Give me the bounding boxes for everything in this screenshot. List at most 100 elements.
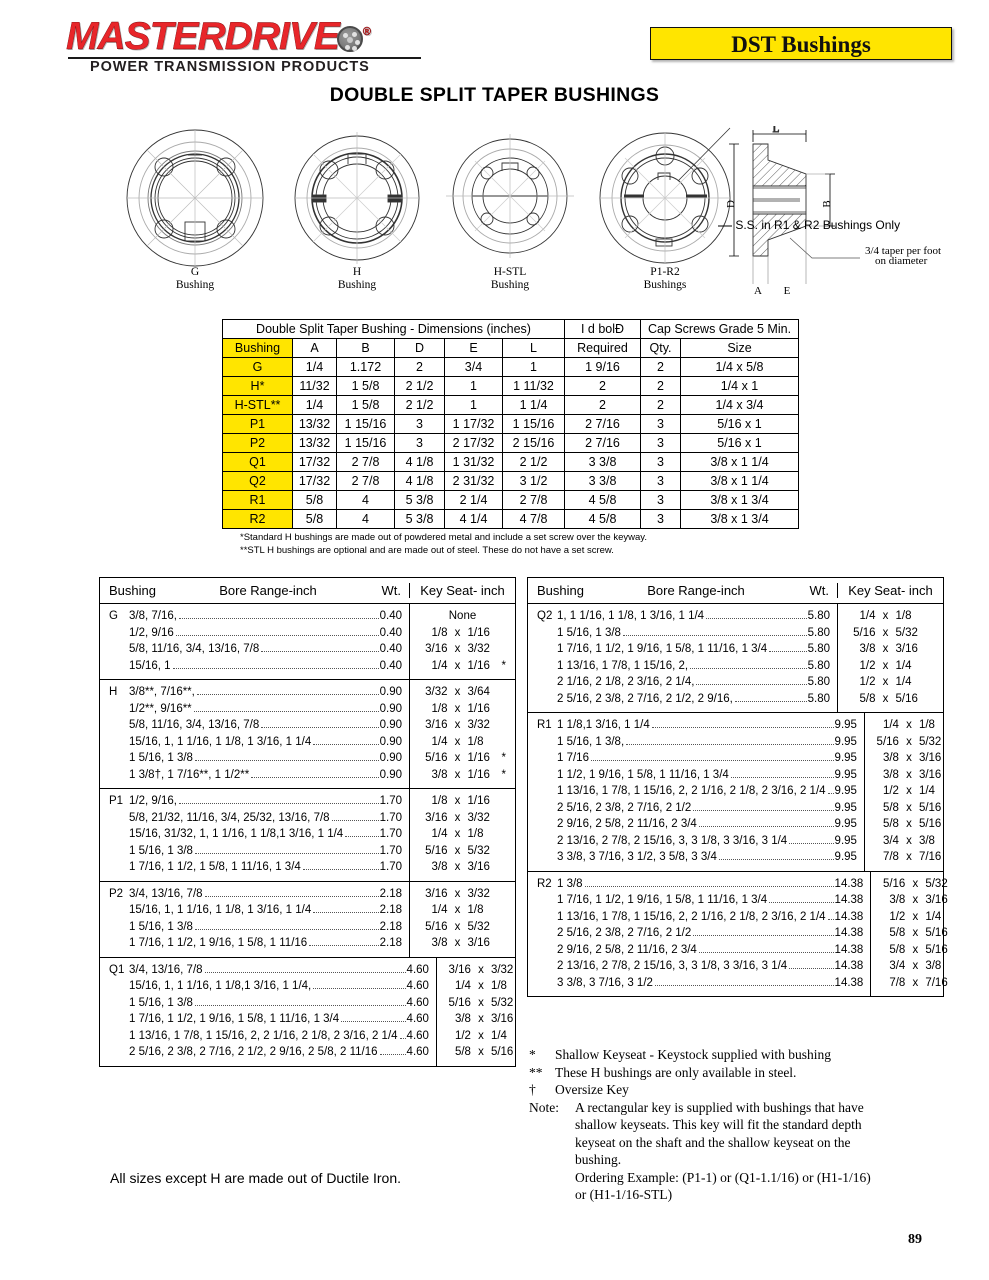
keyseat-kx: x: [912, 894, 919, 906]
keyseat-kx: x: [454, 719, 461, 731]
bore-range-text: 1 7/16, 1 1/2, 1 9/16, 1 5/8, 1 11/16, 1…: [129, 1013, 340, 1025]
bore-range-text: 15/16, 1: [129, 659, 171, 672]
bore-row: 1 7/16, 1 1/2, 1 9/16, 1 5/8, 1 11/16, 1…: [528, 892, 870, 909]
bore-weight: 9.95: [834, 851, 857, 863]
leader-dots: [718, 859, 834, 860]
keyseat-star: [930, 641, 940, 658]
leader-dots: [309, 945, 379, 946]
keyseat-star: [502, 717, 512, 734]
bore-weight: 5.80: [807, 610, 830, 622]
keyseat-row: 3/4 x 3/8: [865, 833, 963, 850]
keyseat-values: 1/8 x 1/16 3/16 x 3/32 1/4 x 1/8 5/16 x 5/32 3/8 x 3/1…: [409, 789, 515, 881]
keyseat-k1: 7/8: [889, 976, 906, 989]
bore-tag: R1: [537, 719, 552, 731]
keyseat-star: [930, 608, 940, 625]
masterdrive-logo: MASTERDRIVE ® POWER TRANSMISSION PRODUCTS: [66, 12, 466, 75]
bore-row: 2 1/16, 2 1/8, 2 3/16, 2 1/4, 5.80: [528, 674, 837, 691]
table-row: H* 11/32 1 5/8 2 1/2 1 1 11/32 2 2 1/4 x 1: [222, 376, 799, 396]
leader-dots: [827, 918, 834, 920]
bore-weight: 0.90: [379, 719, 402, 731]
dim-table-title: Double Split Taper Bushing - Dimensions …: [222, 319, 565, 339]
bore-range-text: 2 5/16, 2 3/8, 2 7/16, 2 1/2: [557, 801, 692, 814]
keyseat-k2: 5/32: [490, 996, 514, 1009]
leader-dots: [654, 984, 834, 986]
keyseat-k1: 1/4: [859, 610, 876, 622]
legend-mark-star: *: [529, 1047, 536, 1062]
cell-d: 4 1/8: [394, 471, 445, 491]
bore-ranges: H 3/8**, 7/16**, 0.90 1/2**, 9/16** 0.90 5/8,…: [100, 680, 409, 788]
cell-b: 1 5/8: [336, 376, 395, 396]
cell-size: 1/4 x 1: [680, 376, 799, 396]
leader-dots: [769, 651, 807, 652]
bore-range-text: 1 7/16, 1 1/2, 1 9/16, 1 5/8, 1 11/16, 1…: [557, 643, 768, 655]
bore-range-text: 15/16, 1, 1 1/16, 1 1/8,1 3/16, 1 1/4,: [129, 980, 312, 992]
bore-range-text: 1 5/16, 1 3/8,: [557, 735, 625, 748]
bore-range-text: 5/8, 11/16, 3/4, 13/16, 7/8: [129, 643, 260, 655]
cell-a: 17/32: [292, 452, 337, 472]
bore-ranges: R1 1 1/8,1 3/16, 1 1/4 9.95 1 5/16, 1 3/8, 9…: [528, 713, 864, 871]
bore-row: 15/16, 1, 1 1/16, 1 1/8, 1 3/16, 1 1/4 0.…: [100, 734, 409, 751]
keyseat-star: *: [501, 752, 506, 764]
keyseat-row: 5/16 x 1/16 *: [410, 750, 515, 767]
keyseat-k2: 1/16: [467, 702, 490, 715]
keyseat-kx: x: [478, 1046, 484, 1058]
keyseat-k2: 5/16: [490, 1046, 514, 1058]
bore-range-text: 2 13/16, 2 7/8, 2 15/16, 3, 3 1/8, 3 3/1…: [557, 834, 788, 847]
keyseat-star: [959, 892, 969, 909]
cell-bolt: 4 5/8: [564, 490, 641, 510]
bore-weight: 1.70: [379, 811, 402, 824]
cell-size: 3/8 x 1 3/4: [680, 509, 799, 529]
keyseat-k2: 3/32: [467, 887, 490, 900]
keyseat-k2: 5/16: [895, 692, 918, 705]
svg-text:L: L: [773, 126, 780, 135]
cell-bushing: Q2: [222, 471, 293, 491]
legend-note-line-2: shallow keyseats. This key will fit the …: [575, 1117, 862, 1132]
keyseat-star: [502, 859, 512, 876]
keyseat-row: 5/16 x 5/32: [410, 843, 515, 860]
cell-a: 1/4: [292, 357, 337, 377]
keyseat-kx: x: [882, 676, 889, 688]
drawing-g-bushing: [126, 129, 264, 267]
legend-mark-dagger: †: [529, 1082, 536, 1097]
table-row: R2 5/8 4 5 3/8 4 1/4 4 7/8 4 5/8 3 3/8 x 1 3/4: [222, 509, 799, 529]
keyseat-k1: 1/4: [882, 719, 899, 731]
legend-note-line-6: or (H1-1/16-STL): [575, 1187, 673, 1202]
cell-bushing: H*: [222, 376, 293, 396]
bore-range-text: 1 3/8†, 1 7/16**, 1 1/2**: [129, 768, 250, 781]
keyseat-k1: 1/8: [431, 702, 448, 715]
keyseat-kx: x: [912, 943, 919, 956]
keyseat-star: *: [501, 768, 506, 781]
bore-weight: 0.90: [379, 768, 402, 781]
cell-qty: 3: [640, 452, 681, 472]
keyseat-row: 3/8 x 3/16: [865, 750, 963, 767]
keyseat-k1: 5/16: [425, 844, 448, 857]
bore-left-col-wt: Wt.: [381, 583, 402, 598]
bore-row: H 3/8**, 7/16**, 0.90: [100, 684, 409, 701]
bore-row: 15/16, 31/32, 1, 1 1/16, 1 1/8,1 3/16, 1…: [100, 826, 409, 843]
bore-range-text: 1 7/16, 1 1/2, 1 9/16, 1 5/8, 1 11/16, 1…: [557, 894, 768, 906]
bore-row: 2 13/16, 2 7/8, 2 15/16, 3, 3 1/8, 3 3/1…: [528, 833, 864, 850]
cell-e: 2 17/32: [444, 433, 503, 453]
bore-row: 2 9/16, 2 5/8, 2 11/16, 2 3/4 14.38: [528, 942, 870, 959]
legend-notes: * Shallow Keyseat - Keystock supplied wi…: [529, 1046, 959, 1204]
keyseat-k2: 7/16: [925, 976, 948, 989]
cell-l: 1 11/32: [502, 376, 565, 396]
keyseat-k1: 3/8: [454, 1013, 471, 1025]
svg-text:A: A: [754, 285, 762, 297]
keyseat-k2: 1/8: [467, 904, 484, 916]
bore-weight: 9.95: [834, 752, 857, 764]
col-e: E: [444, 338, 503, 358]
keyseat-star: [930, 691, 940, 708]
bore-weight: 0.90: [379, 686, 402, 698]
cell-bolt: 2 7/16: [564, 433, 641, 453]
bore-row: P1 1/2, 9/16, 1.70: [100, 793, 409, 810]
bore-weight: 14.38: [834, 877, 864, 890]
bore-range-text: 1 5/16, 1 3/8: [129, 996, 193, 1009]
keyseat-row: 5/16 x 5/32: [437, 995, 535, 1012]
bore-group-q2: Q2 1, 1 1/16, 1 1/8, 1 3/16, 1 1/4 5.80 1 5…: [528, 604, 943, 713]
keyseat-k1: 5/16: [425, 920, 448, 933]
cell-qty: 3: [640, 471, 681, 491]
bore-weight: 9.95: [834, 785, 857, 797]
bore-left-header: Bushing Bore Range-inch Wt. Key Seat- in…: [100, 578, 515, 604]
keyseat-none: None: [448, 610, 477, 622]
